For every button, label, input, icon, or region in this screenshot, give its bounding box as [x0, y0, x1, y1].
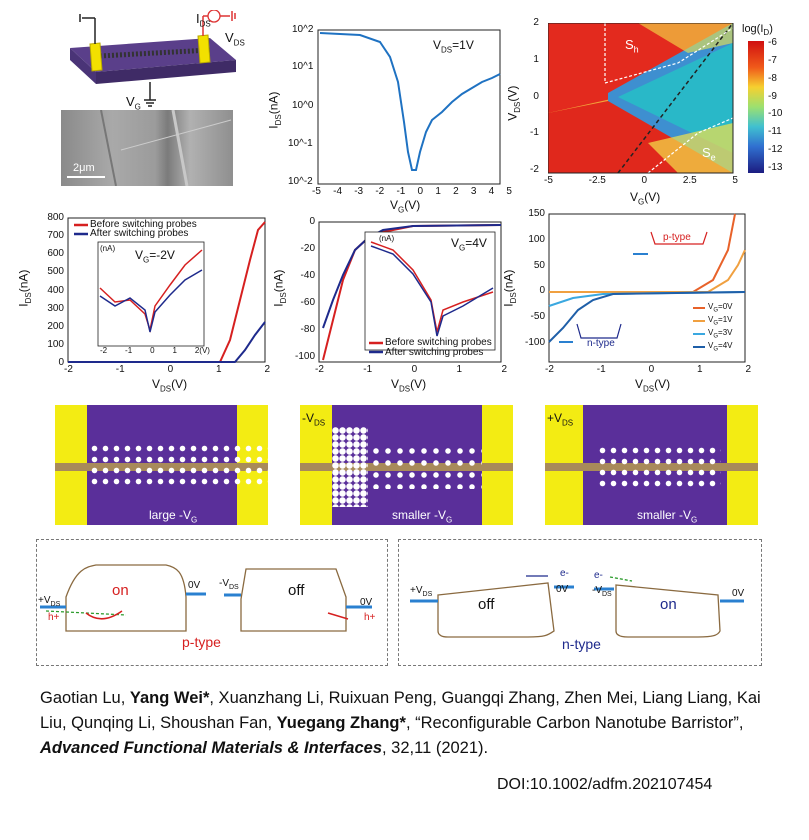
iv3-ylabel: IDS(nA) — [501, 269, 518, 307]
iv2-yticks: 0 -20 -40 -60 -80 -100 — [294, 216, 315, 362]
iv-panel-multi-vg: p-type n-type VG=0V VG=1V VG=3V VG=4V 15… — [501, 208, 803, 395]
transfer-ytick: 10^0 — [292, 100, 314, 111]
iv1-legend-after: After switching probes — [90, 228, 189, 239]
band-p-vds-neg: -VDS — [219, 578, 239, 591]
citation-author-b: Yang Wei* — [129, 689, 210, 707]
transfer-ytick: 10^-2 — [288, 176, 313, 187]
iv2-inset-unit: (nA) — [379, 234, 395, 243]
transfer-ytick: 10^1 — [292, 61, 314, 72]
iv1-xlabel: VDS(V) — [152, 377, 188, 394]
band-n-off: off — [478, 596, 495, 613]
channel-panel-1: large -VG — [55, 405, 269, 525]
band-p-svg — [40, 564, 372, 632]
citation-volume: , 32,11 (2021). — [382, 739, 489, 757]
transfer-xticks: -5 -4 -3 -2 -1 0 1 2 3 4 5 — [312, 186, 512, 197]
transfer-curve-panel: VDS=1V 10^2 10^1 10^0 10^-1 10^-2 IDS(nA… — [266, 12, 512, 214]
band-n-vds-neg: -VDS — [592, 585, 612, 598]
channel-panel-3: +VDS smaller -VG — [545, 405, 758, 525]
iv3-legend-1: VG=1V — [708, 315, 733, 327]
transfer-annotation: VDS=1V — [433, 38, 474, 55]
band-p-zero2: 0V — [360, 597, 373, 608]
citation-author-d: Yuegang Zhang* — [276, 714, 406, 732]
transfer-xlabel: VG(V) — [390, 198, 421, 215]
iv2-legend-after: After switching probes — [385, 347, 484, 358]
iv3-legend-3: VG=4V — [708, 341, 733, 353]
sem-scale-label: 2μm — [73, 162, 95, 174]
channel-3-bottom-label: smaller -VG — [637, 508, 698, 525]
band-p-h1: h+ — [48, 612, 60, 623]
citation-doi[interactable]: DOI:10.1002/adfm.202107454 — [497, 776, 713, 793]
band-p-zero1: 0V — [188, 580, 201, 591]
colorbar-title: log(ID) — [742, 23, 773, 38]
iv1-xticks: -2 -1 0 1 2 — [64, 364, 270, 375]
iv2-annotation: VG=4V — [451, 236, 487, 253]
transfer-ytick: 10^2 — [292, 24, 314, 35]
iv1-annotation: VG=-2V — [135, 248, 175, 265]
map-xlabel: VG(V) — [630, 190, 661, 207]
iv2-legend-before: Before switching probes — [385, 337, 492, 348]
current-map-panel: Sh Se log(ID) -6 -7 -8 -9 -10 -11 -12 -13 2 1 0 -1… — [505, 15, 800, 210]
iv-panel-vg-4: Before switching probes After switching … — [271, 210, 523, 395]
device-schematic — [70, 10, 236, 107]
map-yticks: 2 1 0 -1 -2 — [530, 17, 539, 175]
iv3-yticks: 150 100 50 0 -50 -100 — [524, 208, 545, 348]
channel-3-top-label: +VDS — [547, 411, 574, 428]
band-n-e2: e- — [594, 570, 603, 581]
band-n-zero1: 0V — [556, 584, 569, 595]
iv3-legend-0: VG=0V — [708, 302, 733, 314]
band-p-type: p-type — [182, 634, 221, 650]
iv1-yticks: 800 700 600 500 400 300 200 100 0 — [47, 212, 64, 368]
channel-1-bottom-label: large -VG — [149, 508, 198, 525]
iv2-xticks: -2 -1 0 1 2 — [315, 364, 507, 375]
channel-2-bottom-label: smaller -VG — [392, 508, 453, 525]
se-label: Se — [702, 145, 716, 163]
map-xticks: -5 -2.5 0 2.5 5 — [544, 175, 738, 186]
iv1-inset-unit: (nA) — [100, 244, 116, 253]
band-n-e1: e- — [560, 568, 569, 579]
iv1-legend-before: Before switching probes — [90, 219, 197, 230]
band-n-svg — [410, 575, 744, 638]
citation-text: Gaotian Lu, Yang Wei*, Xuanzhang Li, Rui… — [40, 686, 775, 761]
sh-label: Sh — [625, 37, 639, 55]
band-diagram-n-type — [398, 539, 762, 666]
sem-image: 2μm — [61, 110, 233, 186]
iv3-xlabel: VDS(V) — [635, 377, 671, 394]
band-p-h2: h+ — [364, 612, 376, 623]
citation-authors-a: Gaotian Lu, — [40, 689, 130, 707]
ntype-label: n-type — [587, 338, 615, 349]
band-p-vds-pos: +VDS — [38, 595, 61, 608]
band-n-vds-pos: +VDS — [410, 585, 433, 598]
channel-2-top-label: -VDS — [302, 411, 326, 428]
iv-panel-vg-neg2: Before switching probes After switching … — [16, 210, 275, 395]
iv3-legend-2: VG=3V — [708, 328, 733, 340]
citation-journal: Advanced Functional Materials & Interfac… — [40, 739, 383, 757]
ids-label: IDS — [196, 11, 211, 29]
iv2-ylabel: IDS(nA) — [271, 269, 288, 307]
band-n-on: on — [660, 596, 677, 613]
band-p-off: off — [288, 582, 305, 599]
iv3-xticks: -2 -1 0 1 2 — [545, 364, 751, 375]
citation-title: , “Reconfigurable Carbon Nanotube Barris… — [405, 714, 744, 732]
map-ylabel: VDS(V) — [505, 85, 522, 121]
transfer-ytick: 10^-1 — [288, 138, 313, 149]
band-n-zero2: 0V — [732, 588, 745, 599]
citation-authors-c: , Xuanzhang Li, Ruixuan Peng, Guangqi Zh… — [40, 689, 761, 732]
iv2-xlabel: VDS(V) — [391, 377, 427, 394]
ptype-label: p-type — [663, 232, 691, 243]
transfer-ylabel: IDS(nA) — [266, 91, 283, 129]
iv1-ylabel: IDS(nA) — [16, 269, 33, 307]
channel-panel-2: -VDS smaller -VG — [300, 405, 513, 525]
vg-label: VG — [126, 94, 141, 112]
band-n-type: n-type — [562, 636, 601, 652]
band-p-on: on — [112, 582, 129, 599]
band-diagram-p-type — [36, 539, 388, 666]
iv1-inset-xticks: -2 -1 0 1 2(V) — [100, 346, 210, 355]
colorbar-ticks: -6 -7 -8 -9 -10 -11 -12 -13 — [768, 37, 783, 173]
vds-label: VDS — [225, 30, 245, 48]
